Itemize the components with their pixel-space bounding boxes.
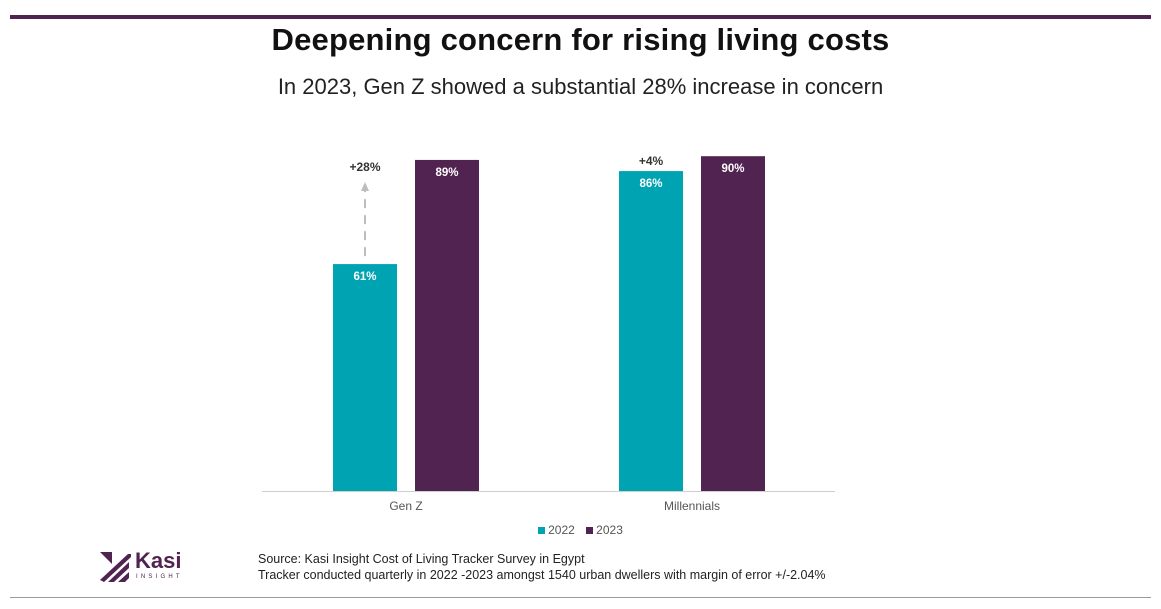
chart-subtitle: In 2023, Gen Z showed a substantial 28% …: [277, 74, 884, 99]
legend-item-2022: 2022: [538, 523, 578, 537]
bar-millennials-2023: [701, 156, 765, 491]
bar-gen-z-2023: [415, 159, 479, 492]
annotation-genz-change: +28%: [349, 160, 380, 174]
legend-label-2022: 2022: [548, 523, 575, 537]
data-label-millennials-2023: 90%: [721, 163, 744, 175]
bar-gen-z-2022: [333, 264, 397, 491]
bar-millennials-2022: [619, 171, 683, 491]
logo-name: Kasi: [135, 548, 182, 573]
genz-change-arrow-head: [361, 182, 369, 191]
annotation-millennials-change: +4%: [639, 154, 664, 168]
legend-label-2023: 2023: [596, 523, 623, 537]
legend-item-2023: 2023: [586, 523, 623, 537]
kasi-logo: Kasi INSIGHT: [98, 548, 198, 584]
top-accent-rule: [10, 15, 1151, 19]
bottom-rule: [10, 597, 1151, 598]
x-tick-label-millennials: Millennials: [664, 499, 720, 513]
chart-title: Deepening concern for rising living cost…: [271, 22, 890, 57]
source-note: Source: Kasi Insight Cost of Living Trac…: [258, 551, 826, 583]
data-label-gen-z-2023: 89%: [435, 167, 458, 179]
data-label-millennials-2022: 86%: [639, 178, 662, 190]
logo-subtitle: INSIGHT: [136, 574, 183, 580]
bar-chart: 61% 89% Gen Z 86% 90% Millennials +28% +4%: [262, 154, 835, 513]
kasi-logo-mark-icon: [100, 552, 131, 582]
source-line-1: Source: Kasi Insight Cost of Living Trac…: [258, 552, 585, 566]
chart-legend: 2022 2023: [0, 523, 1161, 537]
source-line-2: Tracker conducted quarterly in 2022 -202…: [258, 568, 826, 582]
x-tick-label-gen-z: Gen Z: [389, 499, 422, 513]
legend-swatch-2022: [538, 527, 546, 534]
legend-swatch-2023: [586, 527, 594, 534]
data-label-gen-z-2022: 61%: [353, 271, 376, 283]
